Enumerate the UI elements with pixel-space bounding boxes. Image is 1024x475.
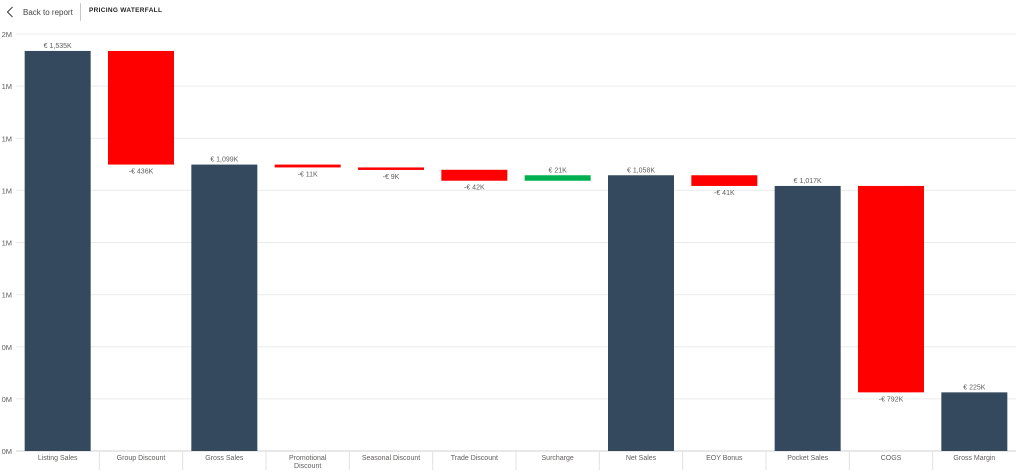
waterfall-bar <box>524 175 591 181</box>
y-tick-label: 1M <box>2 134 12 143</box>
waterfall-bar <box>774 185 841 451</box>
x-tick-label: EOY Bonus <box>706 455 743 462</box>
chevron-left-icon <box>6 5 16 19</box>
x-tick-label: COGS <box>881 455 902 462</box>
bar-data-label: -€ 436K <box>129 169 154 176</box>
y-tick-label: 0M <box>2 447 12 456</box>
x-tick-label: Listing Sales <box>38 455 78 462</box>
x-tick-label: Promotional <box>289 455 327 462</box>
x-tick-label: Surcharge <box>542 455 574 462</box>
x-tick-label: Net Sales <box>626 455 657 462</box>
x-tick-label: Gross Sales <box>205 455 244 462</box>
x-tick-label: Seasonal Discount <box>362 455 420 462</box>
header-divider <box>80 3 81 21</box>
bar-data-label: € 1,535K <box>44 43 72 50</box>
waterfall-bar <box>358 167 424 170</box>
x-tick-label: Discount <box>294 463 321 470</box>
waterfall-bar <box>191 164 258 451</box>
back-to-report-button[interactable]: Back to report <box>6 3 73 21</box>
bar-data-label: -€ 792K <box>879 396 904 403</box>
waterfall-bar <box>108 50 174 165</box>
y-tick-label: 1M <box>2 291 12 300</box>
y-tick-label: 0M <box>2 343 12 352</box>
y-tick-label: 1M <box>2 239 12 248</box>
x-tick-label: Gross Margin <box>953 455 995 462</box>
waterfall-bar <box>691 175 758 186</box>
bar-data-label: € 1,099K <box>210 157 238 164</box>
waterfall-bar <box>274 164 341 168</box>
page-title: PRICING WATERFALL <box>89 7 163 14</box>
bar-data-label: -€ 42K <box>464 185 485 192</box>
bar-data-label: € 1,017K <box>794 178 822 185</box>
y-tick-label: 1M <box>2 186 12 195</box>
y-tick-label: 2M <box>2 30 12 39</box>
waterfall-bar <box>24 50 91 452</box>
x-tick-label: Trade Discount <box>451 455 498 462</box>
bar-data-label: -€ 11K <box>298 171 318 178</box>
x-tick-label: Pocket Sales <box>787 455 828 462</box>
waterfall-bar <box>441 169 508 181</box>
waterfall-bar <box>608 175 674 452</box>
back-to-report-label: Back to report <box>23 7 73 17</box>
y-tick-label: 1M <box>2 82 12 91</box>
waterfall-bar <box>941 392 1008 451</box>
bar-data-label: -€ 9K <box>383 174 400 181</box>
waterfall-bar <box>858 185 924 393</box>
x-tick-label: Group Discount <box>117 455 166 462</box>
bar-data-label: -€ 41K <box>714 190 735 197</box>
bar-data-label: € 21K <box>549 167 568 174</box>
bar-data-label: € 225K <box>963 384 986 391</box>
bar-data-label: € 1,058K <box>627 167 655 174</box>
y-tick-label: 0M <box>2 395 12 404</box>
report-header: Back to report PRICING WATERFALL <box>0 0 1024 24</box>
